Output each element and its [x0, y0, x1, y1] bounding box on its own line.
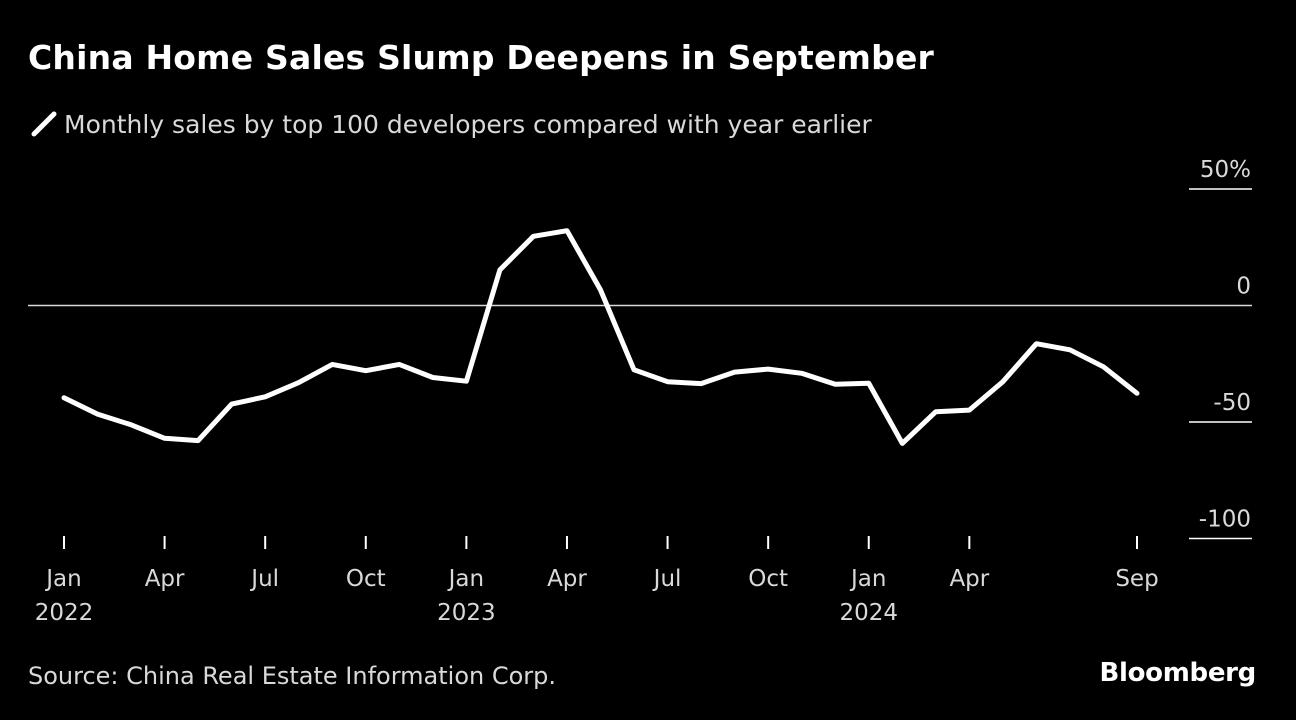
chart-subtitle: Monthly sales by top 100 developers comp… [64, 109, 872, 139]
y-tick-label: 50% [1200, 157, 1251, 183]
x-tick-label: Jan [44, 566, 81, 592]
y-tick-label: -50 [1213, 390, 1251, 416]
legend: Monthly sales by top 100 developers comp… [28, 106, 872, 142]
source-note: Source: China Real Estate Information Co… [28, 662, 557, 690]
x-tick-label: Apr [949, 566, 989, 592]
x-tick-label: Apr [547, 566, 587, 592]
x-tick-label: Jan [447, 566, 484, 592]
chart-title: China Home Sales Slump Deepens in Septem… [28, 38, 935, 77]
x-tick-label: Sep [1115, 566, 1158, 592]
x-tick-label: Oct [346, 566, 386, 592]
x-tick-label: Jul [652, 566, 682, 592]
x-tick-label: Jul [249, 566, 279, 592]
y-tick-label: 0 [1236, 274, 1251, 300]
y-tick-label: -100 [1199, 507, 1251, 533]
x-tick-label: Jan [849, 566, 886, 592]
x-year-label: 2024 [839, 600, 898, 626]
x-tick-label: Apr [145, 566, 185, 592]
series-line-0 [61, 228, 1140, 446]
bloomberg-logo: Bloomberg [1099, 658, 1256, 688]
x-tick-label: Oct [748, 566, 788, 592]
legend-line-icon [31, 111, 57, 137]
x-year-label: 2023 [437, 600, 496, 626]
x-year-label: 2022 [35, 600, 94, 626]
